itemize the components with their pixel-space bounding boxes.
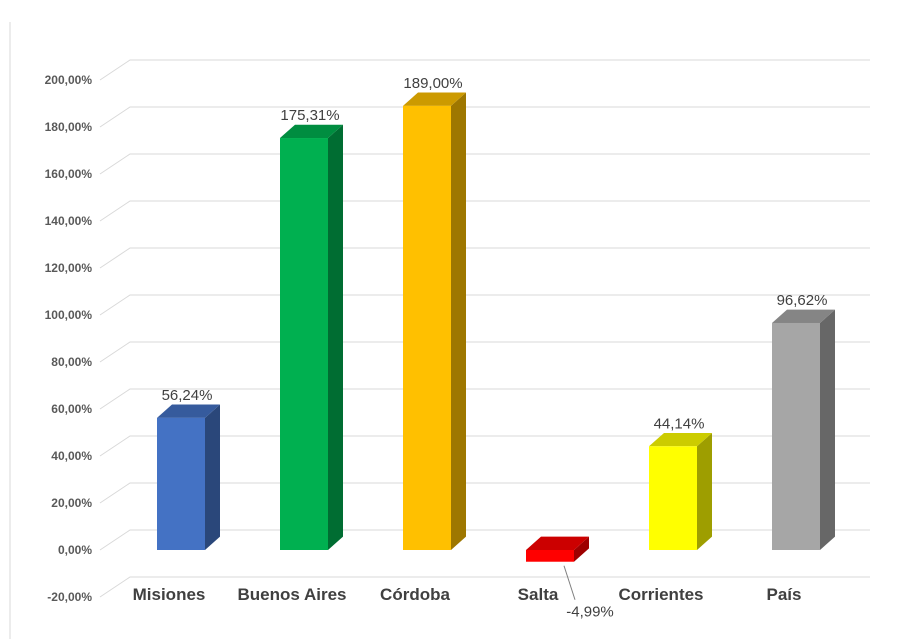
- gridline: [99, 388, 870, 410]
- bar-top: [403, 92, 466, 106]
- bar-top: [526, 536, 589, 550]
- data-label: -4,99%: [566, 604, 614, 621]
- bar-side: [328, 124, 343, 550]
- data-label-leader: [563, 565, 576, 600]
- bar-side: [574, 536, 589, 562]
- bar-top: [280, 124, 343, 139]
- data-label: 44,14%: [654, 415, 705, 432]
- data-label: 96,62%: [777, 292, 828, 309]
- bar-top: [157, 404, 220, 418]
- y-tick-label: -20,00%: [47, 590, 92, 604]
- x-tick-label: Misiones: [133, 585, 206, 604]
- gridline: [99, 576, 870, 598]
- gridline: [99, 153, 870, 175]
- bar-top: [649, 432, 712, 447]
- x-tick-label: País: [767, 585, 802, 604]
- y-tick-label: 60,00%: [51, 402, 92, 416]
- gridline: [99, 294, 870, 316]
- bar-side: [451, 92, 466, 551]
- y-tick-label: 140,00%: [45, 214, 93, 228]
- data-label: 189,00%: [403, 75, 462, 92]
- y-tick-label: 180,00%: [45, 120, 93, 134]
- y-tick-label: 0,00%: [58, 543, 92, 557]
- x-tick-label: Buenos Aires: [238, 585, 347, 604]
- y-tick-label: 200,00%: [45, 73, 93, 87]
- bar: [526, 550, 574, 562]
- y-tick-label: 80,00%: [51, 355, 92, 369]
- bar: [280, 138, 328, 551]
- bar-side: [205, 404, 220, 550]
- gridline: [99, 200, 870, 222]
- bar-top: [772, 309, 835, 323]
- gridline: [99, 482, 870, 504]
- bar-side: [820, 309, 835, 550]
- data-label: 175,31%: [280, 107, 339, 124]
- bar-side: [697, 432, 712, 550]
- x-tick-label: Corrientes: [618, 585, 703, 604]
- data-label: 56,24%: [162, 387, 213, 404]
- y-tick-label: 20,00%: [51, 496, 92, 510]
- gridline: [99, 529, 870, 551]
- bar: [403, 105, 451, 550]
- gridline: [99, 435, 870, 457]
- bar: [772, 322, 820, 550]
- y-tick-label: 160,00%: [45, 167, 93, 181]
- x-tick-label: Córdoba: [380, 585, 450, 604]
- y-tick-label: 100,00%: [45, 308, 93, 322]
- gridline: [99, 247, 870, 269]
- y-tick-label: 120,00%: [45, 261, 93, 275]
- gridline: [99, 106, 870, 128]
- bar: [157, 417, 205, 550]
- x-tick-label: Salta: [518, 585, 559, 604]
- y-tick-label: 40,00%: [51, 449, 92, 463]
- gridline: [99, 341, 870, 363]
- bar: [649, 446, 697, 550]
- gridline: [99, 59, 870, 81]
